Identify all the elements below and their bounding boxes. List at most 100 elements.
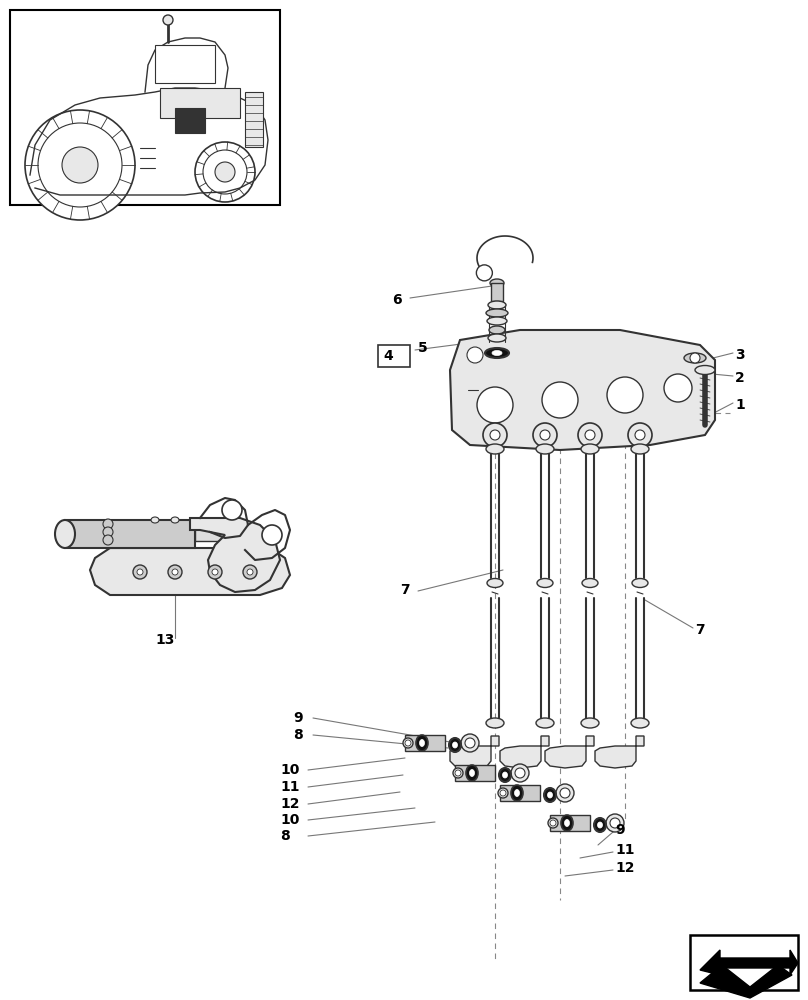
Ellipse shape bbox=[565, 820, 570, 826]
Polygon shape bbox=[190, 518, 280, 592]
Text: 11: 11 bbox=[280, 780, 300, 794]
Ellipse shape bbox=[594, 818, 606, 832]
Ellipse shape bbox=[488, 334, 506, 342]
Ellipse shape bbox=[511, 785, 523, 801]
Text: 9: 9 bbox=[615, 823, 625, 837]
Ellipse shape bbox=[449, 738, 461, 752]
Text: 8: 8 bbox=[293, 728, 303, 742]
Circle shape bbox=[500, 790, 506, 796]
Ellipse shape bbox=[606, 814, 624, 832]
Circle shape bbox=[222, 500, 242, 520]
Ellipse shape bbox=[610, 818, 620, 828]
Circle shape bbox=[607, 377, 643, 413]
Text: 3: 3 bbox=[735, 348, 745, 362]
Ellipse shape bbox=[511, 764, 529, 782]
Circle shape bbox=[62, 147, 98, 183]
Circle shape bbox=[635, 430, 645, 440]
Polygon shape bbox=[595, 736, 644, 768]
Ellipse shape bbox=[632, 578, 648, 587]
Text: 9: 9 bbox=[293, 711, 303, 725]
Bar bbox=[550, 815, 590, 831]
Circle shape bbox=[533, 423, 557, 447]
Circle shape bbox=[690, 353, 700, 363]
Ellipse shape bbox=[452, 742, 457, 748]
Ellipse shape bbox=[695, 365, 715, 374]
Text: 4: 4 bbox=[383, 349, 393, 363]
Circle shape bbox=[103, 535, 113, 545]
Text: 1: 1 bbox=[735, 398, 745, 412]
Bar bbox=[690, 935, 798, 990]
Ellipse shape bbox=[548, 792, 553, 798]
Circle shape bbox=[103, 519, 113, 529]
Text: 10: 10 bbox=[280, 813, 300, 827]
Ellipse shape bbox=[486, 309, 508, 317]
Ellipse shape bbox=[469, 770, 474, 776]
Text: 11: 11 bbox=[615, 843, 634, 857]
Ellipse shape bbox=[560, 788, 570, 798]
Ellipse shape bbox=[453, 768, 463, 778]
Polygon shape bbox=[700, 950, 798, 975]
Bar bbox=[378, 345, 410, 367]
Circle shape bbox=[212, 569, 218, 575]
Ellipse shape bbox=[536, 718, 554, 728]
Circle shape bbox=[664, 374, 692, 402]
Circle shape bbox=[455, 770, 461, 776]
Ellipse shape bbox=[171, 517, 179, 523]
Text: 7: 7 bbox=[695, 623, 705, 637]
Ellipse shape bbox=[485, 348, 509, 358]
Ellipse shape bbox=[498, 788, 508, 798]
Circle shape bbox=[578, 423, 602, 447]
Bar bbox=[160, 88, 240, 118]
Circle shape bbox=[262, 525, 282, 545]
Ellipse shape bbox=[465, 738, 475, 748]
Circle shape bbox=[542, 382, 578, 418]
Polygon shape bbox=[450, 330, 715, 450]
Ellipse shape bbox=[515, 790, 520, 796]
Ellipse shape bbox=[556, 784, 574, 802]
Ellipse shape bbox=[461, 734, 479, 752]
Ellipse shape bbox=[151, 517, 159, 523]
Circle shape bbox=[103, 527, 113, 537]
Circle shape bbox=[490, 430, 500, 440]
Text: 8: 8 bbox=[280, 829, 290, 843]
Ellipse shape bbox=[548, 818, 558, 828]
Ellipse shape bbox=[597, 822, 603, 828]
Bar bbox=[10, 10, 280, 205]
Text: 6: 6 bbox=[392, 293, 402, 307]
Ellipse shape bbox=[499, 768, 511, 782]
Circle shape bbox=[137, 569, 143, 575]
Circle shape bbox=[168, 565, 182, 579]
Ellipse shape bbox=[486, 444, 504, 454]
Ellipse shape bbox=[489, 326, 505, 334]
Ellipse shape bbox=[631, 444, 649, 454]
Polygon shape bbox=[450, 736, 499, 768]
Ellipse shape bbox=[466, 765, 478, 781]
Ellipse shape bbox=[582, 578, 598, 587]
Bar bbox=[405, 735, 445, 751]
Ellipse shape bbox=[515, 768, 525, 778]
Circle shape bbox=[243, 565, 257, 579]
Polygon shape bbox=[700, 965, 792, 998]
Ellipse shape bbox=[503, 772, 507, 778]
Ellipse shape bbox=[631, 718, 649, 728]
Text: 7: 7 bbox=[400, 583, 410, 597]
Bar bbox=[500, 785, 540, 801]
Ellipse shape bbox=[544, 788, 556, 802]
Text: 5: 5 bbox=[418, 341, 427, 355]
Ellipse shape bbox=[419, 740, 424, 746]
Ellipse shape bbox=[561, 815, 573, 831]
Bar bbox=[155, 45, 215, 83]
Circle shape bbox=[540, 430, 550, 440]
Circle shape bbox=[477, 387, 513, 423]
Circle shape bbox=[208, 565, 222, 579]
Bar bbox=[455, 765, 495, 781]
Ellipse shape bbox=[487, 578, 503, 587]
Text: 13: 13 bbox=[155, 633, 175, 647]
Bar bbox=[65, 520, 195, 548]
Circle shape bbox=[133, 565, 147, 579]
Ellipse shape bbox=[492, 351, 502, 356]
Circle shape bbox=[203, 150, 247, 194]
Text: 10: 10 bbox=[280, 763, 300, 777]
Circle shape bbox=[483, 423, 507, 447]
Circle shape bbox=[215, 162, 235, 182]
